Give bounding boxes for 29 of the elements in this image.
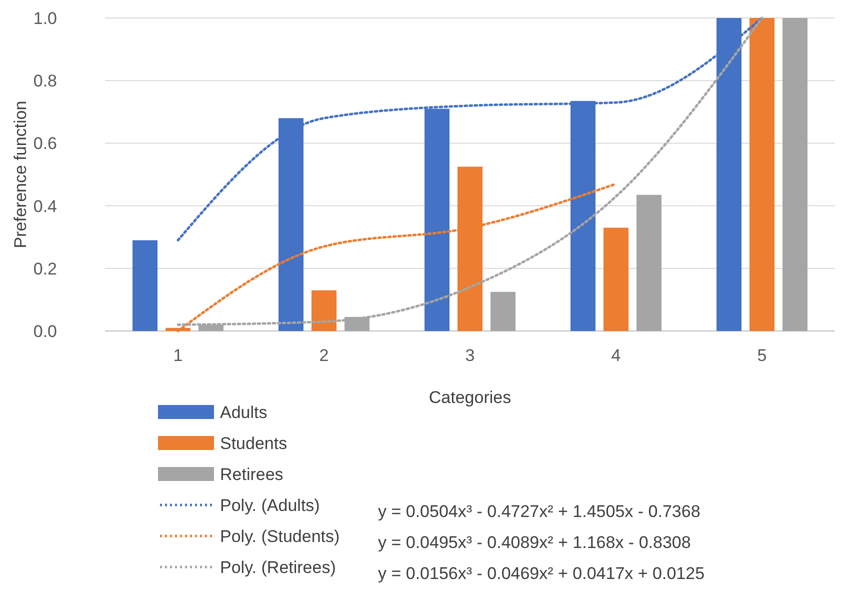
legend-label: Retirees: [220, 464, 284, 484]
x-tick-label: 1: [173, 346, 183, 365]
legend-label: Poly. (Retirees): [220, 558, 336, 577]
text: y = 0.0495x³ - 0.4089x² + 1.168x - 0.8308: [378, 532, 691, 552]
y-tick-label: 0.6: [33, 134, 57, 154]
y-tick-label: 0.4: [33, 196, 57, 216]
bar: [636, 194, 662, 331]
bar: [604, 228, 628, 331]
bar: [750, 18, 774, 331]
text: y = 0.0504x³ - 0.4727x² + 1.4505x - 0.7368: [378, 502, 700, 521]
x-axis-title: Categories: [428, 388, 512, 407]
legend-label: Students: [220, 434, 288, 453]
x-tick-label: 3: [465, 346, 475, 365]
y-tick-label: 1.0: [33, 8, 57, 28]
x-tick-label: 5: [757, 346, 767, 365]
y-tick-label: 0.0: [33, 322, 57, 341]
y-axis-title: Preference function: [11, 100, 30, 248]
x-tick-label: 4: [611, 346, 621, 365]
legend-label: Adults: [220, 402, 268, 422]
y-tick-label: 0.2: [33, 259, 57, 278]
legend-label: Poly. (Students): [220, 526, 340, 546]
bar: [312, 290, 336, 331]
x-tick-label: 2: [319, 346, 329, 365]
legend-label: Poly. (Adults): [220, 496, 320, 515]
text: y = 0.0156x³ - 0.0469x² + 0.0417x + 0.0125: [378, 564, 705, 583]
bar: [782, 18, 808, 331]
bar: [490, 292, 516, 331]
y-tick-label: 0.8: [33, 72, 57, 91]
bar: [132, 240, 158, 331]
